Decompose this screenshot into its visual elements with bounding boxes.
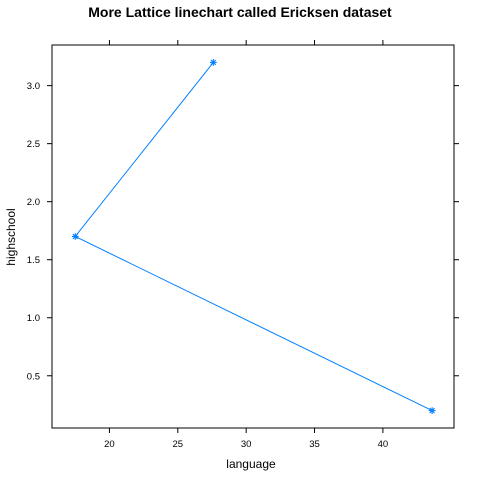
y-tick-label: 1.5 xyxy=(27,255,40,266)
x-axis-label: language xyxy=(226,457,276,471)
x-tick-label: 25 xyxy=(173,439,184,450)
x-tick-label: 30 xyxy=(241,439,252,450)
series-line xyxy=(74,62,433,412)
series-layer xyxy=(71,59,436,414)
data-point xyxy=(71,233,79,240)
y-axis-label: highschool xyxy=(4,208,18,265)
y-tick-label: 1.0 xyxy=(27,313,40,324)
chart-title: More Lattice linechart called Ericksen d… xyxy=(88,4,392,20)
y-tick-label: 2.0 xyxy=(27,197,40,208)
x-tick-label: 40 xyxy=(378,439,389,450)
x-tick-label: 35 xyxy=(309,439,320,450)
x-tick-label: 20 xyxy=(104,439,115,450)
ticks-layer: 20 25 30 35 40 0.5 1.0 1.5 2.0 2.5 3.0 xyxy=(27,40,459,450)
y-tick-label: 3.0 xyxy=(27,81,40,92)
plot-frame xyxy=(51,44,455,429)
y-tick-label: 0.5 xyxy=(27,371,40,382)
data-point xyxy=(209,59,217,66)
y-tick-label: 2.5 xyxy=(27,139,40,150)
data-point xyxy=(428,407,436,414)
